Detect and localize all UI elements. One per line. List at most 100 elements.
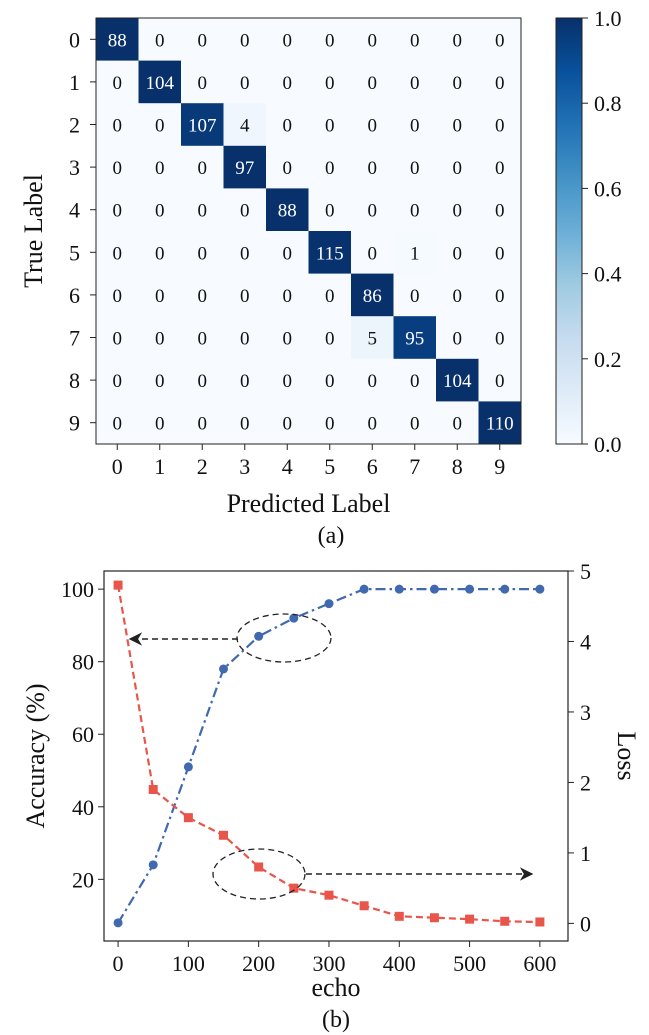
heatmap-cell [351, 401, 394, 445]
heatmap-cell [393, 231, 437, 274]
heatmap-cell [96, 18, 139, 61]
heatmap-cell [266, 18, 309, 61]
heatmap-cell [96, 188, 139, 232]
x-tick-label: 100 [172, 951, 205, 976]
heatmap-cell [138, 273, 182, 317]
colorbar-tick-label: 0.4 [594, 262, 622, 287]
heatmap-cell [478, 358, 522, 402]
y-tick-label: 0 [69, 27, 80, 52]
heatmap-cell [223, 316, 267, 360]
heatmap-cell [96, 60, 139, 104]
loss-point [465, 914, 475, 924]
cell-value-label: 0 [410, 116, 420, 137]
y-tick-label: 1 [69, 70, 80, 95]
heatmap-cell [351, 316, 394, 360]
cell-value-label: 0 [325, 116, 335, 137]
heatmap-cell [436, 358, 479, 402]
heatmap-cell [308, 358, 352, 402]
heatmap-cell [223, 188, 267, 232]
loss-point [113, 580, 123, 590]
x-tick-label: 6 [367, 454, 378, 479]
x-tick-label: 0 [112, 454, 123, 479]
cell-value-label: 0 [325, 73, 335, 94]
cell-value-label: 0 [410, 414, 420, 435]
heatmap-cell [393, 103, 437, 147]
y-tick-label: 8 [69, 368, 80, 393]
cell-value-label: 0 [283, 286, 293, 307]
heatmap-cell [436, 103, 479, 147]
heatmap-cell [96, 231, 139, 274]
heatmap-cell [266, 231, 309, 274]
cell-value-label: 0 [198, 73, 208, 94]
heatmap-y-axis-label: True Label [19, 174, 48, 288]
cell-value-label: 4 [240, 116, 250, 137]
heatmap-cell [351, 18, 394, 61]
heatmap-cell [478, 145, 522, 189]
cell-value-label: 0 [113, 116, 123, 137]
cell-value-label: 0 [325, 414, 335, 435]
heatmap-cell [181, 188, 224, 232]
heatmap-cell [223, 60, 267, 104]
heatmap-cell [138, 18, 182, 61]
loss-tick-label: 0 [580, 911, 591, 936]
heatmap-cell [181, 316, 224, 360]
heatmap-cell [181, 273, 224, 317]
cell-value-label: 0 [155, 286, 165, 307]
series-layer [113, 580, 545, 928]
accuracy-point [148, 860, 158, 870]
colorbar [555, 17, 583, 445]
accuracy-point [183, 762, 193, 772]
cell-value-label: 0 [368, 201, 378, 222]
heatmap-cell [393, 273, 437, 317]
heatmap-cell [351, 188, 394, 232]
colorbar-tick-label: 0.8 [594, 91, 622, 116]
heatmap-cell [223, 273, 267, 317]
heatmap-cell [223, 145, 267, 189]
accuracy-point [429, 584, 439, 594]
heatmap-cell [351, 358, 394, 402]
cell-value-label: 0 [368, 158, 378, 179]
loss-point [324, 890, 334, 900]
cell-value-label: 86 [363, 286, 382, 307]
heatmap-cell [181, 358, 224, 402]
y-tick-label: 4 [69, 198, 80, 223]
heatmap-cell [436, 188, 479, 232]
heatmap-cell [96, 401, 139, 445]
heatmap-cell [478, 103, 522, 147]
cell-value-label: 0 [198, 371, 208, 392]
heatmap-cell [266, 316, 309, 360]
heatmap-cell [266, 188, 309, 232]
heatmap-cell [478, 273, 522, 317]
heatmap-cell [138, 145, 182, 189]
cell-value-label: 1 [410, 243, 420, 264]
heatmap-cell [138, 188, 182, 232]
heatmap-cell [138, 358, 182, 402]
heatmap-cell [266, 273, 309, 317]
y-tick-label: 9 [69, 411, 80, 436]
cell-value-label: 0 [198, 158, 208, 179]
heatmap-cell [266, 358, 309, 402]
heatmap-cell [393, 60, 437, 104]
heatmap-cell [181, 103, 224, 147]
accuracy-point [465, 584, 475, 594]
heatmap-cell [181, 231, 224, 274]
heatmap-cell [351, 60, 394, 104]
cell-value-label: 0 [198, 201, 208, 222]
accuracy-tick-label: 80 [72, 650, 94, 675]
cell-value-label: 0 [113, 73, 123, 94]
heatmap-cell [436, 18, 479, 61]
heatmap-cell [308, 18, 352, 61]
cell-value-label: 88 [278, 201, 297, 222]
line-x-ticks: 0 100 200 300 400 500 600 [113, 941, 556, 976]
loss-tick-label: 5 [580, 559, 591, 584]
annotations [128, 613, 534, 900]
x-tick-label: 4 [282, 454, 293, 479]
cell-value-label: 0 [240, 414, 250, 435]
loss-point [429, 913, 439, 923]
cell-value-label: 0 [283, 116, 293, 137]
heatmap-cell [393, 18, 437, 61]
cell-value-label: 0 [495, 116, 505, 137]
cell-value-label: 0 [368, 30, 378, 51]
cell-value-label: 0 [283, 73, 293, 94]
heatmap-cell [436, 60, 479, 104]
